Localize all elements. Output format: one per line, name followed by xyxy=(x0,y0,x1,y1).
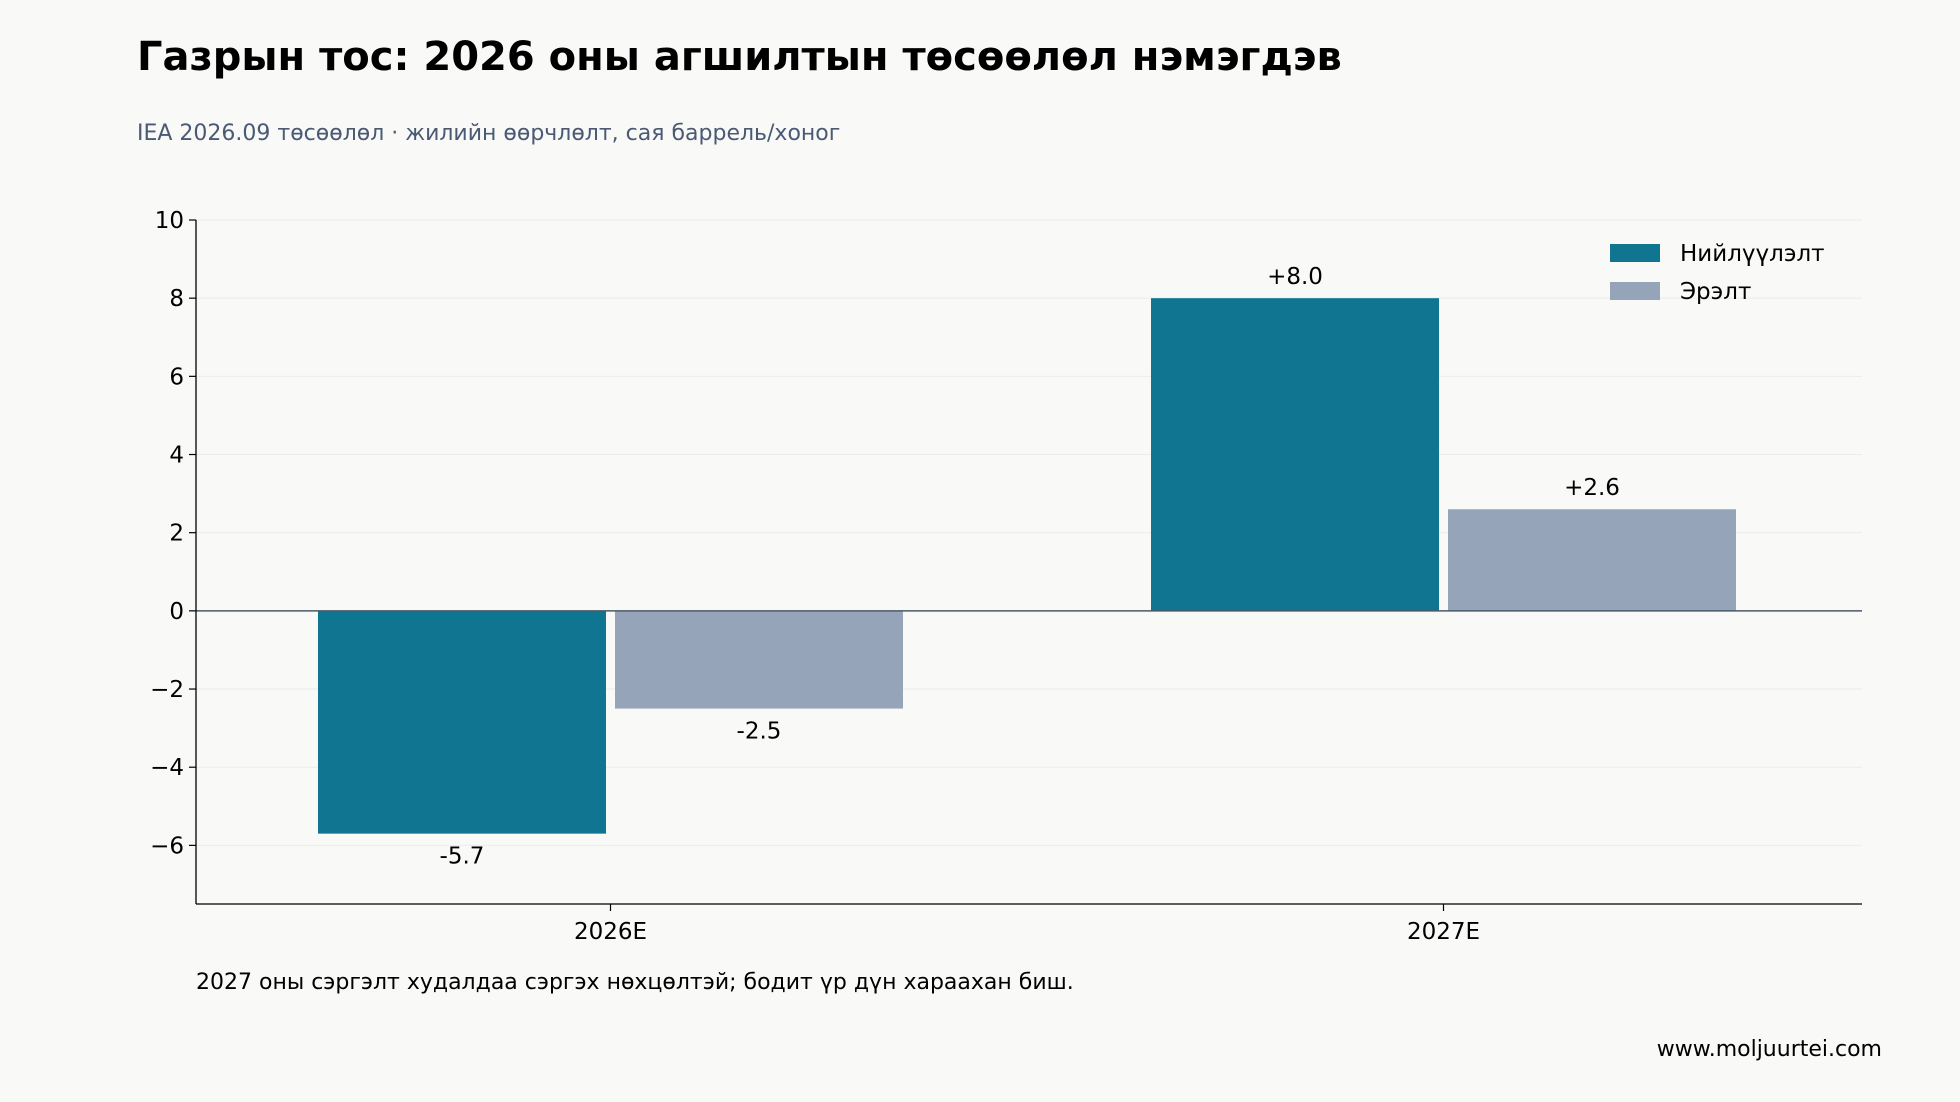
chart-title: Газрын тос: 2026 оны агшилтын төсөөлөл н… xyxy=(137,34,1342,80)
bar xyxy=(1151,298,1439,611)
legend-label: Нийлүүлэлт xyxy=(1680,241,1825,267)
y-tick-label: −4 xyxy=(150,755,184,781)
legend-label: Эрэлт xyxy=(1680,279,1751,305)
y-tick-label: 6 xyxy=(169,364,184,390)
source-url: www.moljuurtei.com xyxy=(1656,1037,1882,1062)
chart-subtitle: IEA 2026.09 төсөөлөл · жилийн өөрчлөлт, … xyxy=(137,121,841,146)
data-labels: -5.7 -2.5 +8.0 +2.6 xyxy=(440,264,1620,869)
y-tick-label: 8 xyxy=(169,286,184,312)
data-label: +8.0 xyxy=(1267,264,1323,290)
data-label: -2.5 xyxy=(737,719,782,745)
bars xyxy=(318,298,1736,834)
y-tick-label: 0 xyxy=(169,599,184,625)
y-tick-label: 10 xyxy=(155,208,184,234)
chart-footnote: 2027 оны сэргэлт худалдаа сэргэх нөхцөлт… xyxy=(196,970,1074,995)
legend-swatch xyxy=(1610,282,1660,300)
legend: Нийлүүлэлт Эрэлт xyxy=(1610,241,1825,305)
data-label: +2.6 xyxy=(1564,475,1620,501)
x-tick-label: 2026E xyxy=(574,919,647,945)
bar xyxy=(318,610,606,834)
y-tick-label: −6 xyxy=(150,833,184,859)
y-tick-label: −2 xyxy=(150,677,184,703)
legend-swatch xyxy=(1610,244,1660,262)
y-tick-label: 4 xyxy=(169,443,184,469)
x-tick-label: 2027E xyxy=(1407,919,1480,945)
axes: 10 8 6 4 2 0 −2 −4 −6 2026E 2027E xyxy=(150,208,1862,945)
y-tick-label: 2 xyxy=(169,521,184,547)
bar xyxy=(1448,509,1736,611)
bar xyxy=(615,610,903,709)
data-label: -5.7 xyxy=(440,844,485,870)
